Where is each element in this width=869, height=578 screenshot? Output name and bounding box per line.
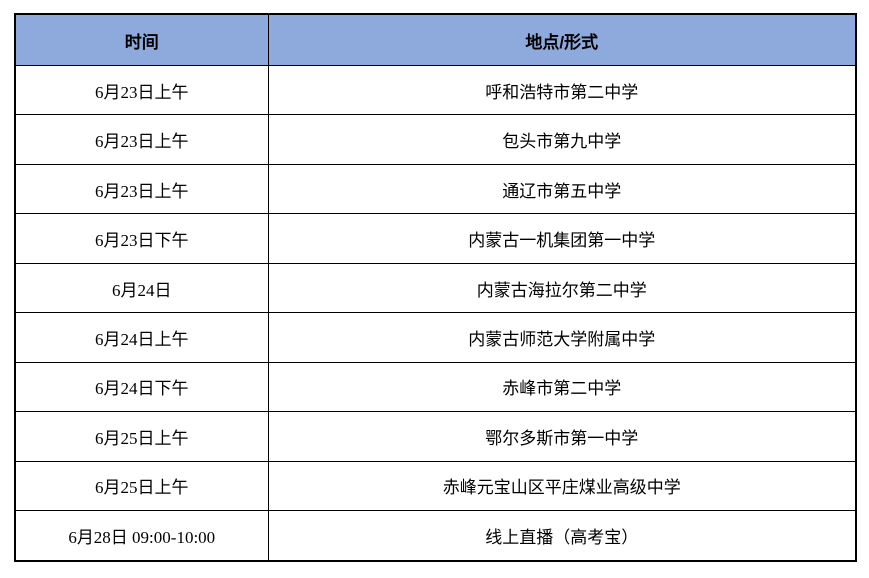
cell-time: 6月23日下午 (14, 213, 269, 264)
table-row: 6月28日 09:00-10:00 线上直播（高考宝） (14, 510, 857, 562)
cell-place: 赤峰元宝山区平庄煤业高级中学 (267, 460, 857, 512)
table-body: 6月23日上午 呼和浩特市第二中学 6月23日上午 包头市第九中学 6月23日上午 通辽市… (14, 64, 857, 562)
table-row: 6月24日 内蒙古海拉尔第二中学 (14, 262, 857, 314)
cell-place: 包头市第九中学 (267, 114, 857, 165)
cell-time: 6月23日上午 (14, 64, 269, 116)
cell-time: 6月25日上午 (14, 460, 269, 512)
table-row: 6月23日下午 内蒙古一机集团第一中学 (14, 213, 857, 264)
table-row: 6月25日上午 鄂尔多斯市第一中学 (14, 411, 857, 462)
cell-time: 6月23日上午 (14, 114, 269, 165)
cell-place: 线上直播（高考宝） (267, 510, 857, 562)
cell-time: 6月28日 09:00-10:00 (14, 510, 269, 562)
cell-place: 通辽市第五中学 (267, 163, 857, 215)
cell-time: 6月24日下午 (14, 361, 269, 413)
header-cell-time: 时间 (14, 13, 269, 66)
cell-place: 内蒙古一机集团第一中学 (267, 213, 857, 264)
cell-place: 鄂尔多斯市第一中学 (267, 411, 857, 462)
table-row: 6月23日上午 通辽市第五中学 (14, 163, 857, 215)
cell-time: 6月24日上午 (14, 312, 269, 363)
cell-place: 内蒙古师范大学附属中学 (267, 312, 857, 363)
cell-place: 赤峰市第二中学 (267, 361, 857, 413)
cell-time: 6月23日上午 (14, 163, 269, 215)
table-header-row: 时间 地点/形式 (14, 13, 857, 66)
header-cell-place: 地点/形式 (267, 13, 857, 66)
cell-place: 呼和浩特市第二中学 (267, 64, 857, 116)
table-row: 6月25日上午 赤峰元宝山区平庄煤业高级中学 (14, 460, 857, 512)
table-row: 6月24日上午 内蒙古师范大学附属中学 (14, 312, 857, 363)
cell-time: 6月25日上午 (14, 411, 269, 462)
table-row: 6月23日上午 包头市第九中学 (14, 114, 857, 165)
table-row: 6月24日下午 赤峰市第二中学 (14, 361, 857, 413)
schedule-table: 时间 地点/形式 6月23日上午 呼和浩特市第二中学 6月23日上午 包头市第九中学 6月… (14, 13, 857, 562)
table-row: 6月23日上午 呼和浩特市第二中学 (14, 64, 857, 116)
cell-time: 6月24日 (14, 262, 269, 314)
cell-place: 内蒙古海拉尔第二中学 (267, 262, 857, 314)
